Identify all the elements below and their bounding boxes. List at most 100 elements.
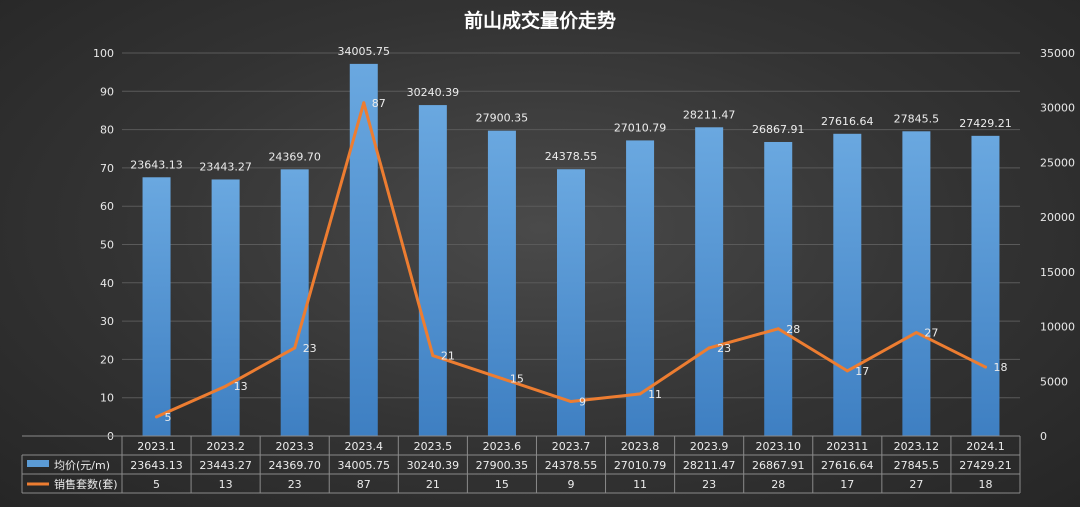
line-point: [983, 365, 987, 369]
bar-data-label: 24369.70: [268, 150, 321, 163]
bar: [211, 179, 240, 437]
right-tick-label: 35000: [1040, 47, 1075, 60]
line-point: [914, 331, 918, 335]
bar: [764, 141, 793, 437]
line-point: [500, 377, 504, 381]
table-cell-count: 18: [978, 478, 992, 491]
bar-data-label: 27616.64: [821, 115, 874, 128]
line-data-label: 9: [579, 396, 586, 409]
table-cell-count: 9: [568, 478, 575, 491]
legend-label-count: 销售套数(套): [54, 477, 118, 491]
table-cell-price: 28211.47: [683, 459, 736, 472]
left-tick-label: 80: [100, 124, 114, 137]
table-cell-price: 30240.39: [407, 459, 460, 472]
table-cell-price: 27010.79: [614, 459, 667, 472]
bar-data-label: 28211.47: [683, 108, 736, 121]
bar-data-label: 27900.35: [476, 112, 529, 125]
left-tick-label: 70: [100, 162, 114, 175]
table-cell-price: 23443.27: [199, 459, 252, 472]
table-cell-count: 23: [702, 478, 716, 491]
category-label: 2024.1: [966, 440, 1005, 453]
line-data-labels: 5 13 23 87 21 15 9 11 23 28 17 27 18: [165, 97, 1008, 424]
bar-data-label: 24378.55: [545, 150, 598, 163]
table-cell-count: 5: [153, 478, 160, 491]
line-point: [155, 415, 159, 419]
right-tick-label: 0: [1040, 430, 1047, 443]
bar-data-label: 27010.79: [614, 121, 667, 134]
bar: [142, 177, 171, 436]
category-label: 2023.9: [690, 440, 729, 453]
line-data-label: 21: [441, 350, 455, 363]
line-data-label: 11: [648, 388, 662, 401]
chart-title: 前山成交量价走势: [464, 9, 616, 32]
category-label: 2023.2: [206, 440, 245, 453]
bar: [487, 130, 516, 436]
category-label: 2023.12: [894, 440, 940, 453]
line-data-label: 13: [234, 380, 248, 393]
table-cell-count: 15: [495, 478, 509, 491]
bar: [695, 127, 724, 436]
left-tick-label: 10: [100, 392, 114, 405]
category-label: 202311: [826, 440, 868, 453]
line-data-label: 28: [786, 323, 800, 336]
bar-data-label: 23443.27: [199, 160, 252, 173]
category-label: 2023.7: [552, 440, 591, 453]
bar-data-label: 30240.39: [407, 86, 460, 99]
line-data-label: 15: [510, 373, 524, 386]
bar-data-label: 23643.13: [130, 158, 183, 171]
table-cell-price: 24378.55: [545, 459, 598, 472]
line-point: [776, 327, 780, 331]
table-cell-count: 13: [219, 478, 233, 491]
left-tick-label: 100: [93, 47, 114, 60]
right-tick-label: 25000: [1040, 156, 1075, 169]
bar-data-label: 27429.21: [959, 117, 1012, 130]
line-data-label: 18: [993, 361, 1007, 374]
right-tick-label: 30000: [1040, 102, 1075, 115]
table-cell-count: 21: [426, 478, 440, 491]
left-tick-label: 30: [100, 315, 114, 328]
bar-data-labels: 23643.13 23443.27 24369.70 34005.75 30240.39…: [130, 45, 1011, 174]
line-point: [638, 392, 642, 396]
right-tick-label: 10000: [1040, 321, 1075, 334]
line-data-label: 5: [165, 411, 172, 424]
table-cell-count: 87: [357, 478, 371, 491]
right-tick-label: 15000: [1040, 266, 1075, 279]
bar-data-label: 34005.75: [338, 45, 391, 58]
line-data-label: 23: [303, 342, 317, 355]
table-cell-price: 23643.13: [130, 459, 183, 472]
line-data-label: 23: [717, 342, 731, 355]
table-cell-price: 27429.21: [959, 459, 1012, 472]
category-label: 2023.4: [345, 440, 384, 453]
legend-label-price: 均价(元/m): [54, 459, 110, 472]
bar: [418, 105, 447, 436]
table-cell-count: 11: [633, 478, 647, 491]
line-data-label: 27: [924, 327, 938, 340]
line-point: [224, 384, 228, 388]
category-label: 2023.1: [137, 440, 176, 453]
line-data-label: 17: [855, 365, 869, 378]
category-label: 2023.6: [483, 440, 522, 453]
table-cell-price: 24369.70: [268, 459, 321, 472]
legend-key-price: [27, 460, 49, 467]
table-cell-count: 23: [288, 478, 302, 491]
category-label: 2023.5: [414, 440, 453, 453]
line-point: [431, 354, 435, 358]
table-cell-count: 27: [909, 478, 923, 491]
bar: [971, 135, 1000, 436]
line-point: [845, 369, 849, 373]
line-point: [707, 346, 711, 350]
table-cell-price: 26867.91: [752, 459, 805, 472]
right-tick-label: 20000: [1040, 211, 1075, 224]
category-label: 2023.10: [755, 440, 801, 453]
line-point: [569, 400, 573, 404]
bar-series: [142, 63, 1000, 437]
right-axis: 0 5000 10000 15000 20000 25000 30000 35000: [1040, 47, 1075, 443]
category-label: 2023.8: [621, 440, 660, 453]
table-cell-price: 27616.64: [821, 459, 874, 472]
left-tick-label: 60: [100, 200, 114, 213]
left-tick-label: 40: [100, 277, 114, 290]
bar: [557, 169, 585, 436]
bar: [349, 63, 378, 436]
line-data-label: 87: [372, 97, 386, 110]
left-tick-label: 50: [100, 239, 114, 252]
